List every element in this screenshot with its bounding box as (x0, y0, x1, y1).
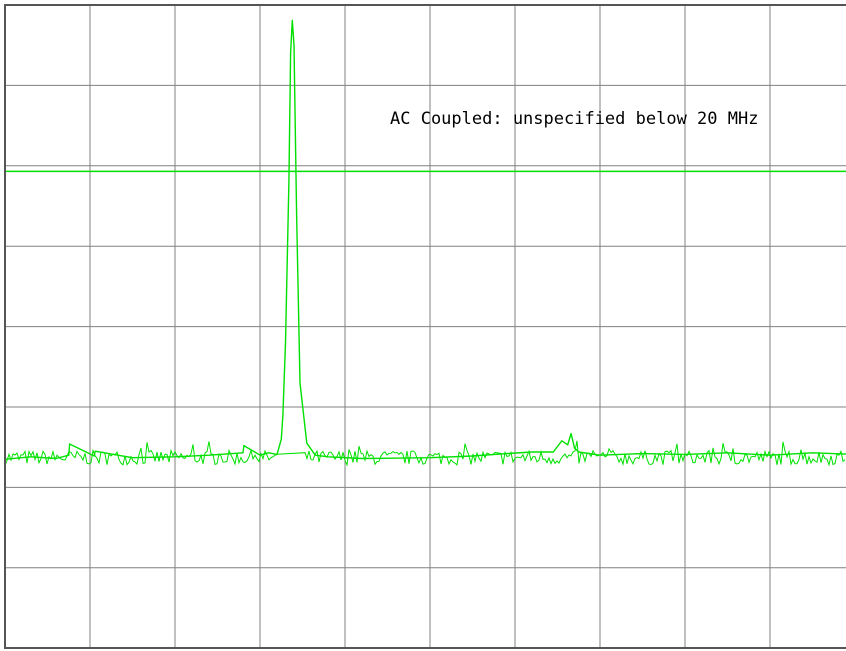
plot-frame (4, 4, 846, 649)
spectrum-noise-trace (4, 440, 846, 467)
coupling-annotation: AC Coupled: unspecified below 20 MHz (390, 109, 758, 129)
graticule (5, 5, 846, 649)
spectrum-trace (4, 19, 846, 460)
